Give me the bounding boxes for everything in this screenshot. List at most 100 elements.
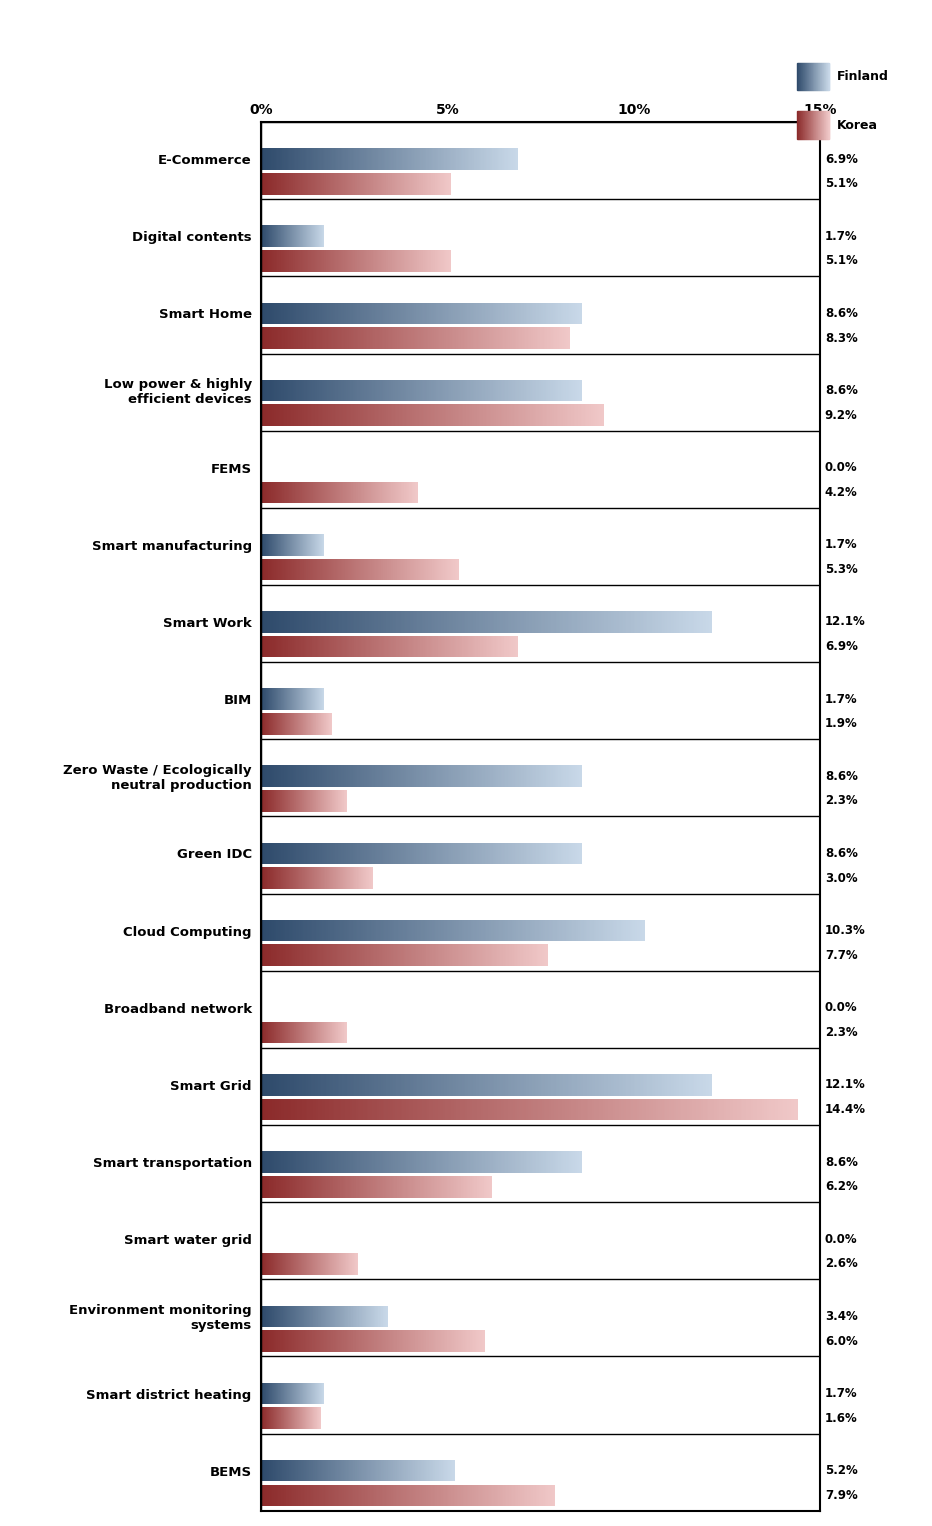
Bar bbox=[394, 766, 395, 787]
Bar bbox=[326, 766, 327, 787]
Bar bbox=[545, 945, 546, 966]
Bar bbox=[360, 612, 362, 633]
Bar bbox=[277, 766, 278, 787]
Bar bbox=[413, 612, 415, 633]
Bar bbox=[532, 920, 534, 942]
Bar bbox=[550, 327, 551, 349]
Bar bbox=[274, 1485, 275, 1506]
Bar bbox=[437, 945, 438, 966]
Bar bbox=[631, 612, 632, 633]
Bar bbox=[421, 920, 422, 942]
Bar bbox=[320, 842, 321, 864]
Bar bbox=[423, 945, 424, 966]
Bar bbox=[305, 404, 306, 426]
Bar bbox=[459, 1074, 461, 1096]
Bar bbox=[348, 945, 349, 966]
Bar bbox=[381, 1074, 383, 1096]
Bar bbox=[532, 327, 533, 349]
Bar bbox=[276, 1074, 278, 1096]
Bar bbox=[463, 766, 464, 787]
Bar bbox=[401, 920, 402, 942]
Bar bbox=[501, 842, 502, 864]
Bar bbox=[376, 380, 377, 401]
Bar bbox=[476, 404, 477, 426]
Bar bbox=[352, 1099, 354, 1120]
Bar bbox=[341, 766, 342, 787]
Bar bbox=[625, 920, 627, 942]
Bar bbox=[441, 1151, 442, 1173]
Bar bbox=[342, 766, 343, 787]
Bar bbox=[281, 945, 282, 966]
Bar bbox=[448, 327, 450, 349]
Bar bbox=[404, 1485, 405, 1506]
Bar bbox=[305, 302, 306, 324]
Bar bbox=[347, 1485, 348, 1506]
Bar bbox=[351, 1074, 352, 1096]
Bar bbox=[534, 404, 535, 426]
Bar bbox=[288, 302, 289, 324]
Bar bbox=[304, 945, 305, 966]
Bar bbox=[604, 612, 605, 633]
Bar bbox=[276, 612, 278, 633]
Bar bbox=[488, 1074, 489, 1096]
Bar bbox=[455, 1485, 456, 1506]
Bar bbox=[268, 612, 270, 633]
Bar bbox=[628, 1099, 630, 1120]
Bar bbox=[335, 766, 336, 787]
Bar bbox=[333, 1485, 334, 1506]
Bar bbox=[306, 766, 307, 787]
Bar bbox=[314, 1151, 315, 1173]
Bar bbox=[438, 842, 439, 864]
Bar bbox=[363, 327, 364, 349]
Bar bbox=[461, 1074, 462, 1096]
Bar bbox=[567, 380, 568, 401]
Bar bbox=[445, 945, 446, 966]
Bar bbox=[270, 1099, 272, 1120]
Bar bbox=[523, 302, 524, 324]
Bar bbox=[457, 1485, 458, 1506]
Bar bbox=[361, 920, 362, 942]
Bar bbox=[567, 920, 569, 942]
Bar bbox=[291, 302, 292, 324]
Bar bbox=[511, 1485, 512, 1506]
Bar bbox=[353, 380, 354, 401]
Bar bbox=[454, 404, 456, 426]
Bar bbox=[266, 1485, 267, 1506]
Bar bbox=[312, 1485, 313, 1506]
Bar bbox=[395, 842, 397, 864]
Bar bbox=[565, 1151, 566, 1173]
Bar bbox=[427, 842, 428, 864]
Bar bbox=[619, 612, 621, 633]
Bar bbox=[497, 302, 499, 324]
Bar bbox=[603, 404, 604, 426]
Bar bbox=[394, 945, 395, 966]
Bar bbox=[332, 302, 333, 324]
Bar bbox=[345, 404, 346, 426]
Bar bbox=[535, 945, 536, 966]
Bar bbox=[467, 1151, 468, 1173]
Bar bbox=[456, 327, 457, 349]
Bar bbox=[423, 920, 425, 942]
Bar bbox=[470, 945, 471, 966]
Bar bbox=[510, 766, 511, 787]
Bar bbox=[406, 1485, 407, 1506]
Bar bbox=[435, 842, 436, 864]
Bar bbox=[568, 327, 569, 349]
Bar bbox=[562, 1099, 563, 1120]
Bar bbox=[337, 945, 338, 966]
Bar bbox=[388, 766, 390, 787]
Bar bbox=[550, 842, 551, 864]
Bar bbox=[340, 945, 341, 966]
Bar bbox=[339, 920, 340, 942]
Bar bbox=[483, 945, 484, 966]
Bar bbox=[384, 920, 385, 942]
Bar bbox=[311, 920, 312, 942]
Bar bbox=[344, 380, 346, 401]
Bar bbox=[560, 327, 561, 349]
Bar bbox=[697, 1074, 698, 1096]
Bar bbox=[449, 945, 450, 966]
Bar bbox=[442, 766, 443, 787]
Bar bbox=[600, 404, 602, 426]
Bar bbox=[384, 1485, 385, 1506]
Bar bbox=[336, 380, 338, 401]
